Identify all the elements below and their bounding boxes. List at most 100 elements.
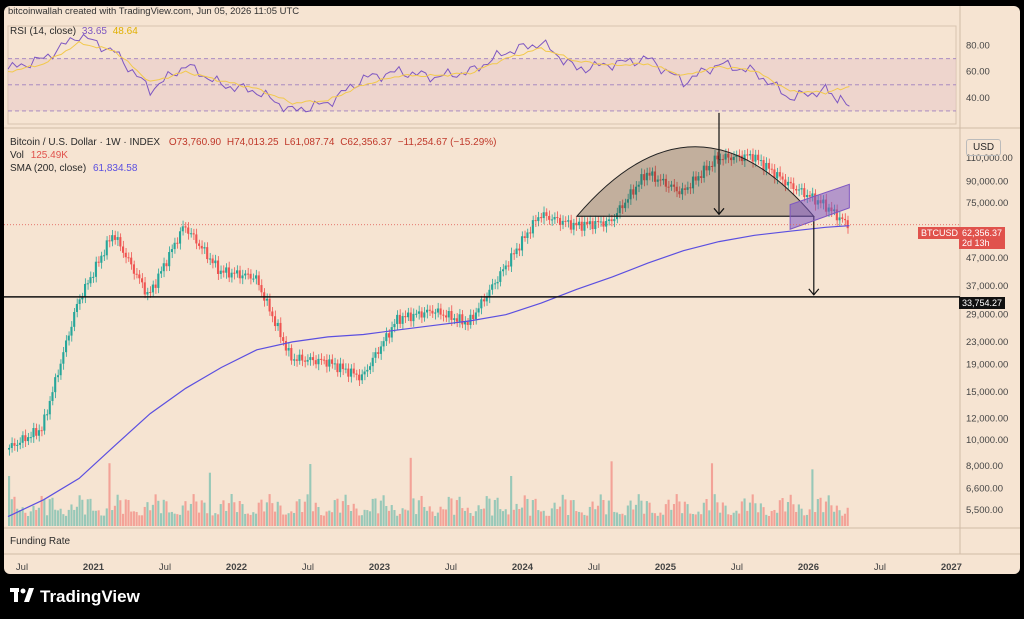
- volume-bar: [431, 511, 434, 526]
- candle-body: [135, 273, 138, 275]
- volume-bar: [35, 509, 38, 526]
- volume-bar: [754, 503, 757, 526]
- volume-bar: [596, 505, 600, 526]
- volume-bar: [567, 515, 570, 526]
- volume-bar: [100, 515, 103, 526]
- currency-button[interactable]: USD: [966, 139, 1002, 156]
- candle-body: [493, 283, 496, 285]
- volume-bar: [176, 514, 179, 526]
- candle-body: [244, 273, 247, 276]
- volume-bar: [83, 514, 87, 526]
- volume-bar: [773, 509, 776, 526]
- volume-bar: [260, 499, 263, 526]
- volume-bar: [629, 500, 632, 526]
- candle-body: [694, 176, 697, 181]
- volume-bar: [165, 501, 168, 526]
- rsi-legend: RSI (14, close) 33.65 48.64: [10, 26, 138, 37]
- candle-body: [664, 178, 667, 187]
- volume-bar: [605, 514, 608, 526]
- candle-body: [119, 237, 122, 247]
- candle-body: [838, 217, 841, 221]
- volume-bar: [143, 506, 146, 526]
- candle-body: [697, 176, 700, 181]
- volume-bar: [385, 506, 388, 526]
- volume-bar: [149, 510, 152, 526]
- candle-body: [569, 220, 572, 230]
- candle-body: [561, 220, 564, 225]
- volume-bar: [575, 511, 578, 526]
- candle-body: [835, 209, 838, 221]
- rsi-tick-label: 60.00: [966, 67, 990, 78]
- volume-bar: [404, 509, 407, 526]
- price-tick-label: 12,000.00: [966, 413, 1008, 424]
- volume-bar: [311, 511, 315, 526]
- volume-bar: [32, 505, 35, 526]
- candle-body: [151, 284, 154, 293]
- time-axis-label: 2023: [369, 562, 390, 573]
- candle-body: [13, 443, 16, 446]
- volume-bar: [450, 498, 453, 526]
- volume-bar: [645, 501, 648, 526]
- volume-bar: [781, 498, 784, 526]
- volume-bar: [78, 495, 81, 526]
- candle-body: [197, 243, 201, 246]
- volume-bar: [496, 497, 499, 526]
- volume-bar: [306, 494, 309, 526]
- candle-body: [173, 242, 176, 250]
- candle-body: [132, 264, 135, 274]
- candle-body: [241, 275, 244, 279]
- candle-body: [100, 255, 103, 263]
- volume-bar: [146, 502, 149, 526]
- volume-bar: [358, 515, 361, 526]
- candle-body: [743, 154, 746, 162]
- volume-bar: [159, 513, 163, 526]
- volume-bar: [70, 504, 73, 526]
- candle-body: [651, 171, 654, 176]
- volume-bar: [841, 515, 844, 526]
- price-tick-label: 37,000.00: [966, 281, 1008, 292]
- volume-bar: [290, 511, 293, 526]
- candle-body: [298, 354, 301, 361]
- tradingview-brand[interactable]: TradingView: [10, 587, 140, 607]
- volume-bar: [8, 476, 11, 526]
- volume-bar: [105, 508, 108, 526]
- chart-area[interactable]: 80.00 60.00 40.00 110,000.00 90,000.00 75,000…: [4, 6, 1020, 574]
- candle-body: [548, 215, 551, 220]
- candle-body: [797, 189, 800, 191]
- volume-bar: [344, 494, 347, 526]
- candle-body: [363, 371, 366, 375]
- candle-body: [10, 443, 13, 448]
- candle-body: [127, 257, 130, 259]
- rounding-top-shape: [575, 146, 815, 217]
- candle-body: [670, 184, 673, 187]
- volume-bar: [838, 510, 841, 526]
- price-tick-label: 8,000.00: [966, 461, 1003, 472]
- candle-body: [387, 333, 391, 338]
- candle-body: [111, 235, 114, 242]
- candle-body: [45, 414, 49, 416]
- volume-bar: [222, 500, 225, 526]
- volume-bar: [588, 506, 591, 526]
- candle-body: [795, 188, 798, 191]
- volume-bar: [235, 512, 239, 526]
- candle-body: [648, 172, 651, 176]
- volume-bar: [439, 506, 442, 526]
- volume-bar: [241, 504, 244, 526]
- volume-bar: [444, 509, 448, 526]
- volume-bar: [387, 510, 391, 526]
- volume-bar: [474, 511, 477, 526]
- candle-body: [482, 299, 486, 302]
- candle-body: [287, 348, 290, 351]
- volume-bar: [244, 513, 247, 526]
- candle-body: [339, 363, 342, 373]
- volume-bar: [233, 502, 236, 526]
- candle-body: [214, 260, 217, 264]
- candle-body: [143, 282, 146, 295]
- candle-body: [784, 179, 787, 186]
- volume-bar: [51, 497, 54, 526]
- candle-body: [491, 284, 494, 290]
- volume-bar: [765, 514, 768, 526]
- candle-body: [458, 314, 461, 322]
- volume-bar: [523, 495, 526, 526]
- volume-bar: [683, 501, 686, 526]
